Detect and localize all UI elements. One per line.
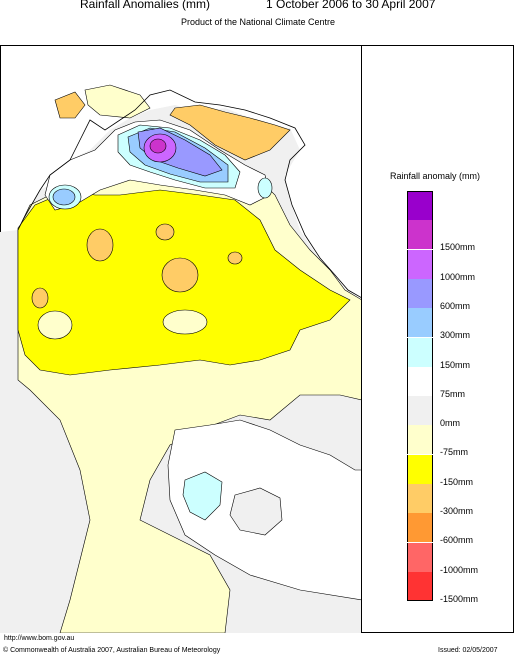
legend-label: 150mm: [440, 359, 471, 370]
zone-pale-north: [84, 84, 151, 119]
title-bar: Rainfall Anomalies (mm) 1 October 2006 t…: [0, 0, 516, 16]
legend-label: -75mm: [440, 447, 469, 458]
legend-swatch: [407, 571, 433, 601]
legend-swatch: [407, 484, 433, 513]
zone-grey-island: [229, 487, 283, 536]
zone-blue-west: [52, 188, 76, 206]
legend-label: -600mm: [440, 535, 474, 546]
legend-swatch: [407, 220, 433, 250]
zone-orange-2: [161, 257, 199, 293]
legend-label: 1500mm: [440, 242, 476, 253]
map-panel: [0, 45, 362, 633]
zone-pale-hole-2: [162, 309, 208, 335]
zone-cyan-east: [257, 177, 273, 199]
zone-orange-nw: [54, 91, 86, 119]
legend-label: 600mm: [440, 300, 471, 311]
legend-swatch: [407, 249, 433, 279]
legend-swatch: [407, 337, 433, 367]
legend-swatch: [407, 425, 433, 455]
legend-swatch: [407, 366, 433, 396]
legend-label: 300mm: [440, 330, 471, 341]
zone-pale-hole-1: [37, 310, 73, 340]
zone-cyan-south: [182, 471, 223, 521]
map-title: Rainfall Anomalies (mm): [80, 0, 211, 11]
legend-title: Rainfall anomaly (mm): [390, 171, 481, 181]
rainfall-map: [0, 84, 361, 633]
zone-orange-1: [86, 228, 114, 262]
legend-swatch: [407, 308, 433, 338]
zone-magenta-north: [149, 138, 167, 154]
legend-label: -150mm: [440, 476, 474, 487]
legend-swatch: [407, 278, 433, 308]
legend-label: -300mm: [440, 506, 474, 516]
legend-swatch: [407, 542, 433, 572]
zone-orange-3: [31, 287, 49, 309]
legend-label: 0mm: [440, 418, 460, 429]
legend-swatch: [407, 513, 433, 543]
footer-issued: Issued: 02/05/2007: [438, 647, 498, 654]
map-subtitle: Product of the National Climate Centre: [180, 17, 336, 27]
legend-label: -1000mm: [440, 564, 479, 575]
footer-copyright: © Commonwealth of Australia 2007, Austra…: [3, 647, 221, 654]
coastline: [17, 89, 361, 298]
legend-label: 1000mm: [440, 271, 476, 282]
zone-orange-5: [227, 251, 243, 265]
legend-swatch: [407, 396, 433, 426]
map-period: 1 October 2006 to 30 April 2007: [266, 0, 436, 11]
zone-orange-north: [169, 104, 291, 161]
legend-swatch: [407, 191, 433, 220]
legend-label: 75mm: [440, 388, 466, 399]
legend-label: -1500mm: [440, 593, 479, 604]
zone-orange-4: [155, 223, 175, 241]
legend-swatch: [407, 454, 433, 484]
footer-url[interactable]: http://www.bom.gov.au: [4, 635, 75, 642]
